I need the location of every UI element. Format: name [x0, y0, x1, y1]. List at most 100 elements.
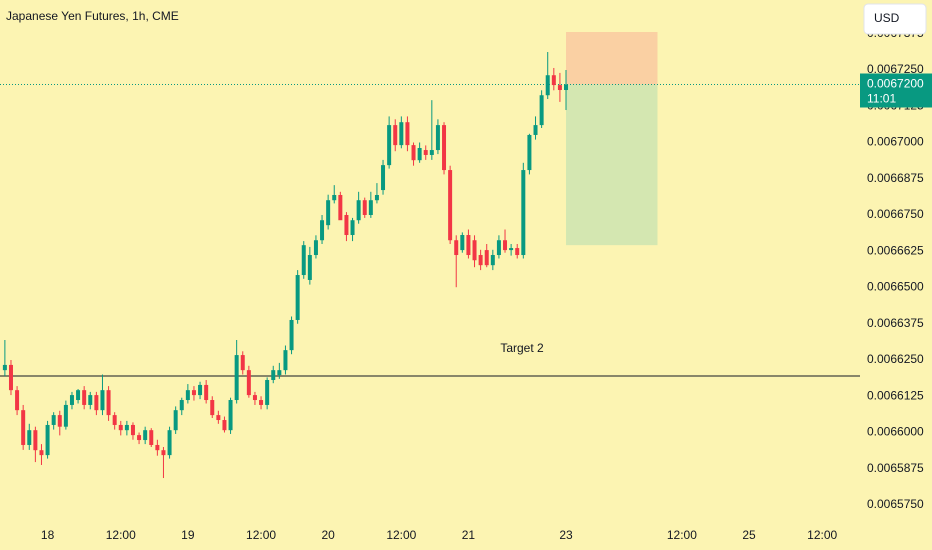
candle-body [173, 410, 178, 431]
candle-body [57, 415, 62, 427]
candle-body [472, 240, 477, 261]
candle-body [216, 415, 221, 421]
y-tick-label: 0.0066250 [867, 352, 924, 366]
plot-area: Target 2 [0, 32, 860, 479]
chart-title: Japanese Yen Futures, 1h, CME [6, 9, 179, 23]
annotation-label: Target 2 [500, 341, 544, 355]
candle-body [88, 395, 93, 405]
candle-body [478, 255, 483, 266]
candle-body [155, 444, 160, 451]
candle-body [374, 194, 379, 201]
stop-zone [566, 32, 658, 85]
candle-body [313, 240, 318, 256]
candle-body [240, 355, 245, 371]
y-tick-label: 0.0066125 [867, 388, 924, 402]
candle-body [399, 122, 404, 146]
candle-body [356, 200, 361, 221]
x-tick-label: 25 [742, 528, 756, 542]
currency-label[interactable]: USD [874, 11, 900, 25]
y-tick-label: 0.0066625 [867, 243, 924, 257]
candle-body [27, 430, 32, 445]
candle-body [405, 122, 410, 146]
candle-body [69, 395, 74, 405]
candle-body [338, 194, 343, 221]
candle-body [167, 430, 172, 456]
x-tick-label: 12:00 [667, 528, 697, 542]
y-tick-label: 0.0067250 [867, 62, 924, 76]
candle-body [15, 390, 20, 411]
candle-body [301, 245, 306, 276]
candle-body [551, 75, 556, 86]
candle-body [393, 125, 398, 146]
candle-body [423, 150, 428, 155]
y-tick-label: 0.0067000 [867, 135, 924, 149]
candle-body [106, 390, 111, 416]
candle-body [100, 390, 105, 411]
x-tick-label: 12:00 [106, 528, 136, 542]
candle-body [228, 400, 233, 431]
candle-body [51, 415, 56, 425]
price-tag [860, 73, 932, 108]
candle-body [381, 165, 386, 191]
x-tick-label: 18 [41, 528, 55, 542]
target-zone [566, 84, 658, 246]
candle-body [539, 95, 544, 126]
candle-body [124, 424, 129, 431]
candle-body [429, 150, 434, 155]
x-tick-label: 19 [181, 528, 195, 542]
candle-body [448, 170, 453, 241]
candle-body [137, 435, 142, 441]
candle-body [387, 125, 392, 166]
candle-body [332, 194, 337, 201]
candle-body [484, 250, 489, 266]
currency-button[interactable] [863, 3, 927, 35]
candle-body [289, 319, 294, 351]
candle-body [496, 240, 501, 256]
countdown-label: 11:01 [867, 92, 896, 106]
candle-body [442, 125, 447, 171]
candle-body [234, 355, 239, 401]
y-tick-label: 0.0065875 [867, 461, 924, 475]
candle-body [527, 134, 532, 171]
candle-body [515, 248, 520, 256]
candle-body [265, 380, 270, 405]
x-tick-label: 12:00 [246, 528, 276, 542]
candle-body [143, 430, 148, 441]
candle-body [2, 364, 7, 371]
candle-body [204, 384, 209, 401]
candle-body [283, 350, 288, 371]
y-tick-label: 0.0066000 [867, 425, 924, 439]
candle-body [112, 415, 117, 425]
y-tick-label: 0.0066500 [867, 280, 924, 294]
y-tick-label: 0.0065750 [867, 497, 924, 511]
x-tick-label: 12:00 [386, 528, 416, 542]
candle-body [82, 390, 87, 405]
candle-body [277, 370, 282, 376]
candle-body [557, 85, 562, 91]
candle-body [45, 424, 50, 456]
candle-body [545, 75, 550, 96]
candle-body [118, 424, 123, 431]
candle-body [130, 424, 135, 436]
candle-body [509, 248, 514, 251]
candle-body [222, 420, 227, 431]
candle-body [503, 240, 508, 251]
candle-body [521, 170, 526, 256]
y-tick-label: 0.0066375 [867, 316, 924, 330]
candle-body [417, 148, 422, 161]
candle-body [271, 370, 276, 381]
candle-body [454, 240, 459, 256]
candle-body [435, 125, 440, 151]
y-tick-label: 0.0066750 [867, 207, 924, 221]
candle-body [490, 255, 495, 266]
candle-body [76, 390, 81, 401]
candle-body [161, 450, 166, 456]
candle-body [191, 390, 196, 396]
candle-body [368, 200, 373, 215]
candle-body [94, 395, 99, 411]
candle-body [326, 200, 331, 226]
candle-body [198, 384, 203, 396]
candle-body [344, 215, 349, 236]
candle-body [185, 390, 190, 401]
